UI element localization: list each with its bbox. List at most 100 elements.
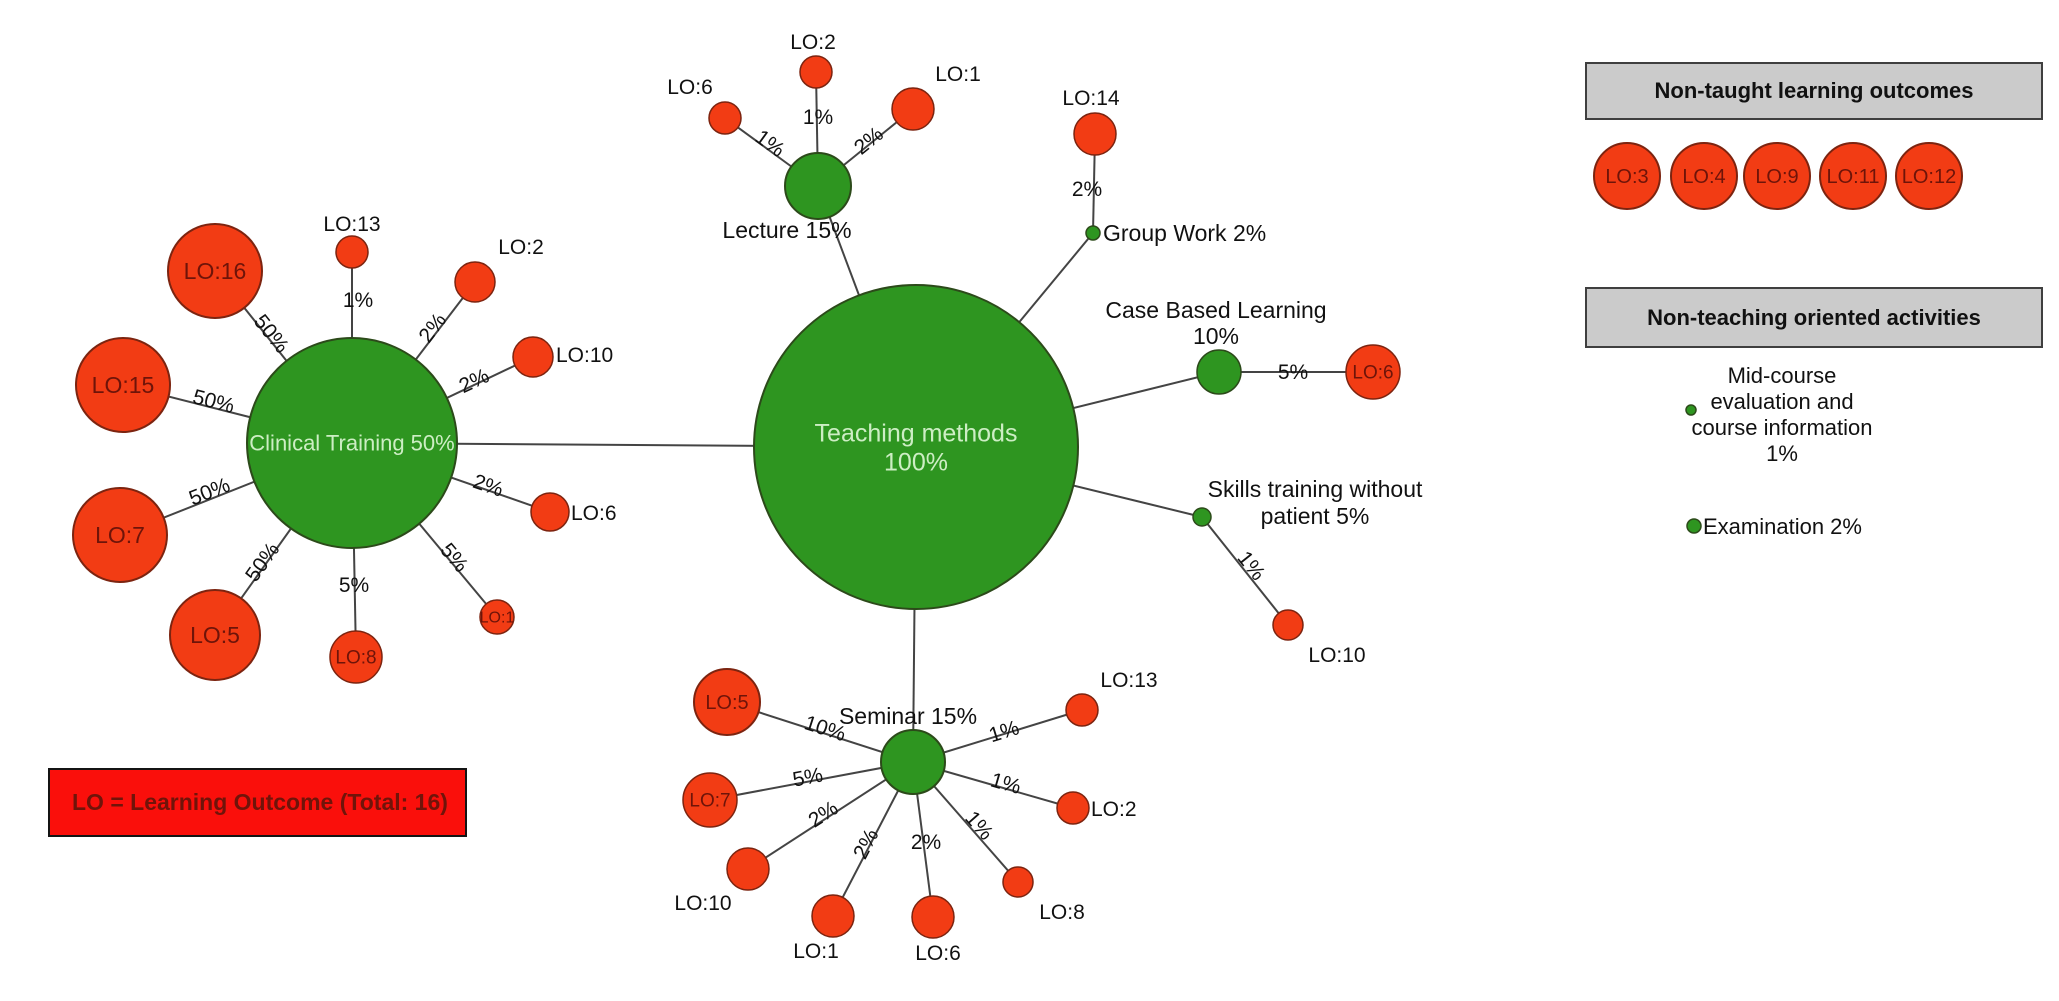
edge-percent-label-clinical-training--lo2-clinical: 2% [414, 309, 451, 347]
node-label-lo1-seminar: LO:1 [793, 940, 839, 963]
node-lo4-legend [1670, 142, 1738, 210]
node-skills-training [1192, 507, 1212, 527]
node-label-lo5-clinical: LO:5 [190, 622, 240, 648]
node-label-lo1-lecture: LO:1 [935, 63, 981, 86]
node-label-examination-dot: Examination 2% [1703, 514, 1862, 539]
node-label-lo1-clinical: LO:1 [480, 610, 515, 627]
lo-abbreviation-note: LO = Learning Outcome (Total: 16) [48, 768, 467, 837]
node-label-lecture: Lecture 15% [722, 217, 851, 243]
edge-percent-label-clinical-training--lo10-clinical: 2% [456, 364, 493, 398]
node-label-mid-course-dot: 1% [1766, 441, 1798, 466]
edge-percent-label-clinical-training--lo6-clinical: 2% [470, 470, 506, 502]
node-lo2-seminar [1056, 791, 1090, 825]
node-lo10-clinical [512, 336, 554, 378]
node-label-seminar: Seminar 15% [839, 703, 977, 729]
legend-non-taught-header: Non-taught learning outcomes [1585, 62, 2043, 120]
edge-percent-label-seminar--lo7-seminar: 5% [791, 764, 825, 792]
node-label-lo12-legend: LO:12 [1902, 166, 1956, 188]
edge-percent-label-seminar--lo6-seminar: 2% [911, 831, 941, 854]
node-label-teaching-methods: Teaching methods [815, 419, 1018, 447]
node-label-mid-course-dot: Mid-course [1728, 363, 1837, 388]
edge-percent-label-clinical-training--lo1-clinical: 5% [435, 539, 472, 577]
node-label-lo13-clinical: LO:13 [323, 213, 380, 236]
edge-percent-label-seminar--lo10-seminar: 2% [804, 797, 842, 833]
node-seminar [880, 729, 946, 795]
node-label-clinical-training: Clinical Training 50% [249, 431, 454, 456]
node-label-group-work: Group Work 2% [1103, 220, 1266, 246]
edge-percent-label-clinical-training--lo7-clinical: 50% [186, 474, 234, 511]
node-label-skills-training: patient 5% [1261, 503, 1370, 529]
node-label-mid-course-dot: course information [1692, 415, 1873, 440]
node-lecture [784, 152, 852, 220]
edge-percent-label-seminar--lo2-seminar: 1% [988, 769, 1024, 799]
node-lo13-seminar [1065, 693, 1099, 727]
edge-percent-label-clinical-training--lo13-clinical: 1% [343, 289, 373, 312]
node-lo6-seminar [911, 895, 955, 939]
node-label-lo8-seminar: LO:8 [1039, 901, 1085, 924]
edge-percent-label-lecture--lo6-lecture: 1% [751, 126, 789, 162]
edge-percent-label-skills-training--lo10-skills: 1% [1233, 547, 1270, 585]
node-label-lo16-clinical: LO:16 [184, 258, 247, 284]
node-lo7-clinical [72, 487, 168, 583]
node-examination-dot [1686, 518, 1702, 534]
node-label-lo2-seminar: LO:2 [1091, 798, 1137, 821]
node-label-teaching-methods: 100% [884, 448, 948, 476]
nodes-layer [72, 55, 1963, 939]
edge-percent-label-group-work--lo14-group-work: 2% [1072, 178, 1102, 201]
node-label-lo6-lecture: LO:6 [667, 76, 713, 99]
node-label-lo11-legend: LO:11 [1827, 166, 1880, 188]
node-label-lo7-clinical: LO:7 [95, 522, 145, 548]
edge-percent-label-seminar--lo8-seminar: 1% [960, 807, 997, 845]
node-lo5-clinical [169, 589, 261, 681]
node-teaching-methods [753, 284, 1079, 610]
node-label-lo10-clinical: LO:10 [556, 344, 613, 367]
node-label-lo7-seminar: LO:7 [689, 791, 730, 812]
node-label-mid-course-dot: evaluation and [1710, 389, 1853, 414]
node-lo7-seminar [682, 772, 738, 828]
node-label-lo9-legend: LO:9 [1755, 166, 1798, 188]
node-label-lo10-skills: LO:10 [1308, 644, 1365, 667]
edge-skills-training--lo10-skills [1201, 516, 1289, 626]
node-label-case-based-learning: 10% [1193, 323, 1239, 349]
node-lo6-lecture [708, 101, 742, 135]
edge-percent-label-clinical-training--lo16-clinical: 50% [249, 310, 293, 357]
node-lo6-clinical [530, 492, 570, 532]
node-lo3-legend [1593, 142, 1661, 210]
edge-percent-label-clinical-training--lo8-clinical: 5% [339, 574, 369, 597]
node-label-skills-training: Skills training without [1208, 476, 1423, 502]
node-label-lo2-clinical: LO:2 [498, 236, 544, 259]
node-lo8-clinical [329, 630, 383, 684]
node-lo14-group-work [1073, 112, 1117, 156]
node-lo15-clinical [75, 337, 171, 433]
node-lo16-clinical [167, 223, 263, 319]
node-label-lo6-case-based: LO:6 [1352, 363, 1393, 384]
lo-abbreviation-text: LO = Learning Outcome (Total: 16) [72, 789, 448, 815]
node-label-lo2-lecture: LO:2 [790, 31, 836, 54]
node-lo1-seminar [811, 894, 855, 938]
edge-percent-label-lecture--lo2-lecture: 1% [803, 106, 833, 129]
node-label-lo15-clinical: LO:15 [92, 372, 155, 398]
node-mid-course-dot [1685, 404, 1697, 416]
node-lo13-clinical [335, 235, 369, 269]
edge-percent-label-lecture--lo1-lecture: 2% [850, 122, 888, 159]
node-lo6-case-based [1345, 344, 1401, 400]
node-label-lo8-clinical: LO:8 [335, 648, 376, 669]
node-lo5-seminar [693, 668, 761, 736]
node-label-lo13-seminar: LO:13 [1100, 669, 1157, 692]
node-case-based-learning [1196, 349, 1242, 395]
node-label-lo6-clinical: LO:6 [571, 502, 617, 525]
node-lo10-seminar [726, 847, 770, 891]
node-lo10-skills [1272, 609, 1304, 641]
node-lo12-legend [1895, 142, 1963, 210]
node-label-lo5-seminar: LO:5 [705, 692, 748, 714]
legend-non-teaching-header: Non-teaching oriented activities [1585, 287, 2043, 348]
node-label-lo3-legend: LO:3 [1605, 166, 1648, 188]
edge-percent-label-clinical-training--lo15-clinical: 50% [190, 385, 236, 418]
edge-seminar--lo7-seminar [709, 761, 914, 801]
node-lo1-clinical [479, 599, 515, 635]
node-lo11-legend [1819, 142, 1887, 210]
edge-percent-label-seminar--lo13-seminar: 1% [986, 716, 1022, 747]
